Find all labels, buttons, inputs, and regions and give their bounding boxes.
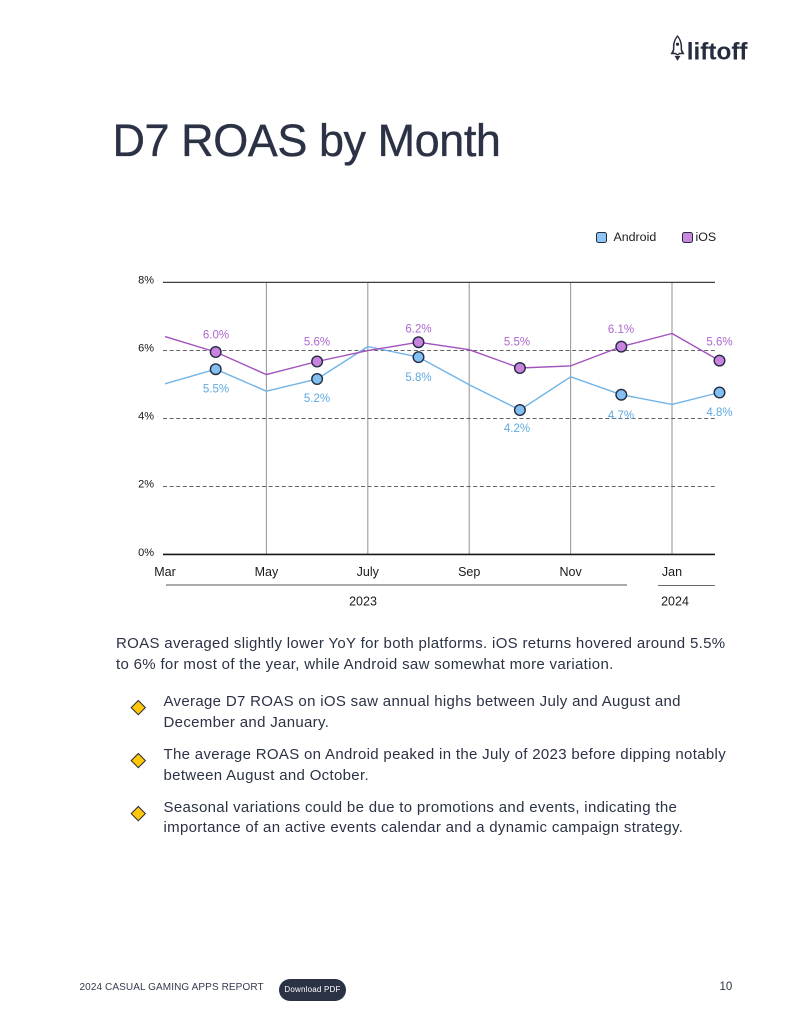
- svg-text:5.8%: 5.8%: [405, 372, 431, 384]
- svg-text:Jan: Jan: [662, 565, 682, 579]
- svg-text:6.1%: 6.1%: [608, 324, 634, 336]
- svg-text:2024: 2024: [661, 595, 689, 609]
- svg-text:May: May: [255, 565, 279, 579]
- svg-text:4%: 4%: [138, 411, 154, 423]
- svg-text:4.2%: 4.2%: [504, 423, 530, 435]
- svg-text:6.0%: 6.0%: [203, 330, 229, 342]
- svg-text:6.2%: 6.2%: [405, 324, 431, 336]
- svg-text:6%: 6%: [138, 343, 154, 355]
- svg-text:5.5%: 5.5%: [203, 384, 229, 396]
- svg-text:8%: 8%: [138, 275, 154, 287]
- svg-text:liftoff: liftoff: [687, 39, 749, 66]
- svg-text:5.6%: 5.6%: [706, 337, 732, 349]
- svg-text:4.8%: 4.8%: [706, 407, 732, 419]
- svg-text:Sep: Sep: [458, 565, 480, 579]
- svg-text:July: July: [357, 565, 380, 579]
- svg-text:0%: 0%: [138, 547, 154, 559]
- svg-text:Mar: Mar: [154, 565, 176, 579]
- svg-text:2%: 2%: [138, 479, 154, 491]
- svg-text:Nov: Nov: [559, 565, 582, 579]
- svg-text:5.2%: 5.2%: [304, 393, 330, 405]
- svg-text:2023: 2023: [349, 595, 377, 609]
- svg-text:5.6%: 5.6%: [304, 337, 330, 349]
- svg-text:4.7%: 4.7%: [608, 410, 634, 422]
- svg-text:5.5%: 5.5%: [504, 337, 530, 349]
